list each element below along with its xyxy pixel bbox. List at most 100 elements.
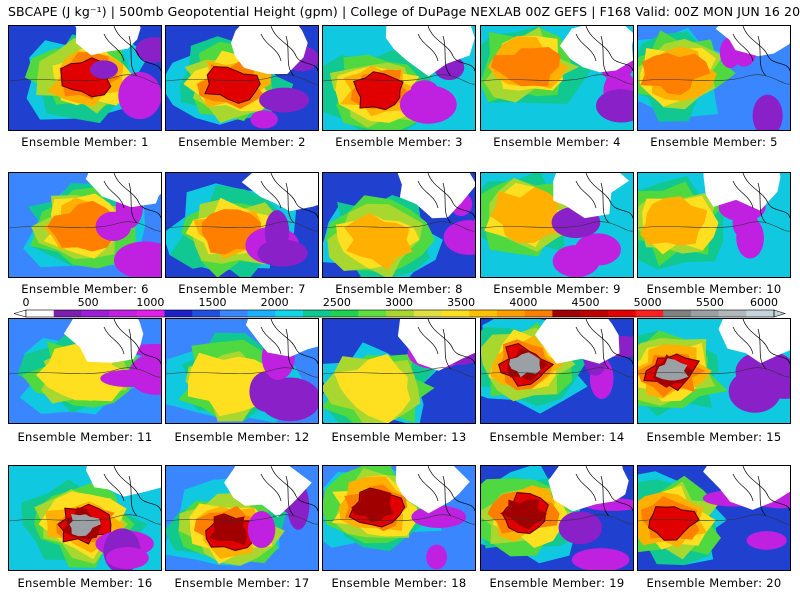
sbcape-field-map <box>481 319 633 423</box>
page-title: SBCAPE (J kg⁻¹) | 500mb Geopotential Hei… <box>8 4 800 19</box>
sbcape-field-map <box>481 173 633 277</box>
ensemble-member-label: Ensemble Member: 17 <box>174 576 310 590</box>
colorbar-swatch <box>136 310 166 317</box>
sbcape-field-map <box>166 319 318 423</box>
sbcape-field-map <box>638 26 790 130</box>
colorbar-tick-label: 1000 <box>136 296 165 309</box>
colorbar-swatch <box>496 310 526 317</box>
colorbar-tick-label: 5500 <box>695 296 724 309</box>
ensemble-member-panel <box>8 172 162 278</box>
colorbar-swatch <box>192 310 221 317</box>
sbcape-field-map <box>323 319 475 423</box>
ensemble-member-label: Ensemble Member: 3 <box>335 135 463 149</box>
ensemble-member-label: Ensemble Member: 20 <box>646 576 782 590</box>
colorbar-swatch <box>635 310 664 317</box>
ensemble-member-panel <box>480 172 634 278</box>
colorbar-swatch <box>386 310 415 317</box>
ensemble-member-label: Ensemble Member: 7 <box>178 282 306 296</box>
sbcape-field-map <box>9 466 161 570</box>
colorbar-swatch <box>469 310 498 317</box>
sbcape-field-map <box>9 26 161 130</box>
ensemble-member-label: Ensemble Member: 10 <box>646 282 782 296</box>
ensemble-member-panel <box>8 318 162 424</box>
colorbar-swatch <box>663 310 692 317</box>
ensemble-member-panel <box>322 25 476 131</box>
colorbar-swatch <box>746 310 775 317</box>
colorbar-swatch <box>247 310 276 317</box>
colorbar-swatch <box>524 310 553 317</box>
sbcape-field-map <box>481 466 633 570</box>
colorbar-swatch <box>580 310 609 317</box>
ensemble-member-panel <box>480 465 634 571</box>
sbcape-field-map <box>638 466 790 570</box>
ensemble-member-panel <box>637 25 791 131</box>
colorbar-swatch <box>413 310 443 317</box>
ensemble-member-label: Ensemble Member: 13 <box>331 430 467 444</box>
ensemble-member-panel <box>8 465 162 571</box>
colorbar-swatch <box>53 310 82 317</box>
ensemble-member-panel <box>322 172 476 278</box>
sbcape-field-map <box>323 173 475 277</box>
ensemble-member-panel <box>480 25 634 131</box>
ensemble-member-panel <box>322 318 476 424</box>
ensemble-member-label: Ensemble Member: 6 <box>21 282 149 296</box>
colorbar-tick-label: 3500 <box>447 296 476 309</box>
ensemble-member-label: Ensemble Member: 11 <box>17 430 153 444</box>
sbcape-field-map <box>481 26 633 130</box>
ensemble-member-panel <box>165 172 319 278</box>
sbcape-field-map <box>638 173 790 277</box>
colorbar-swatch <box>718 310 747 317</box>
colorbar-tick-label: 0 <box>22 296 30 309</box>
sbcape-field-map <box>638 319 790 423</box>
colorbar-swatch <box>275 310 304 317</box>
colorbar-swatch <box>303 310 332 317</box>
ensemble-member-label: Ensemble Member: 15 <box>646 430 782 444</box>
sbcape-field-map <box>166 26 318 130</box>
colorbar-swatch <box>164 310 193 317</box>
ensemble-member-panel <box>165 318 319 424</box>
ensemble-member-label: Ensemble Member: 5 <box>650 135 778 149</box>
colorbar-tick-label: 2000 <box>260 296 289 309</box>
sbcape-field-map <box>166 466 318 570</box>
sbcape-field-map <box>9 319 161 423</box>
colorbar-swatch <box>109 310 138 317</box>
ensemble-member-panel <box>8 25 162 131</box>
colorbar-tick-label: 3000 <box>385 296 413 309</box>
ensemble-member-label: Ensemble Member: 12 <box>174 430 310 444</box>
colorbar-tick-label: 2500 <box>322 296 351 309</box>
ensemble-member-panel <box>165 465 319 571</box>
ensemble-member-label: Ensemble Member: 2 <box>178 135 306 149</box>
ensemble-member-panel <box>637 318 791 424</box>
colorbar-swatch <box>690 310 720 317</box>
ensemble-member-label: Ensemble Member: 16 <box>17 576 153 590</box>
ensemble-member-label: Ensemble Member: 19 <box>489 576 625 590</box>
colorbar-swatch <box>441 310 470 317</box>
colorbar <box>14 309 786 318</box>
sbcape-field-map <box>323 466 475 570</box>
colorbar-swatch <box>219 310 249 317</box>
ensemble-member-label: Ensemble Member: 8 <box>335 282 463 296</box>
ensemble-member-panel <box>637 465 791 571</box>
colorbar-min-arrow <box>14 309 27 318</box>
ensemble-member-label: Ensemble Member: 4 <box>493 135 621 149</box>
ensemble-member-panel <box>480 318 634 424</box>
ensemble-member-label: Ensemble Member: 18 <box>331 576 467 590</box>
ensemble-member-panel <box>322 465 476 571</box>
colorbar-swatch <box>358 310 387 317</box>
ensemble-member-panel <box>637 172 791 278</box>
colorbar-swatch <box>26 310 55 317</box>
colorbar-swatch <box>552 310 581 317</box>
colorbar-tick-label: 500 <box>77 296 99 309</box>
colorbar-tick-label: 4000 <box>509 296 538 309</box>
colorbar-swatch <box>81 310 110 317</box>
sbcape-field-map <box>323 26 475 130</box>
colorbar-tick-label: 6000 <box>750 296 778 309</box>
ensemble-member-label: Ensemble Member: 9 <box>493 282 621 296</box>
colorbar-tick-label: 5000 <box>633 296 662 309</box>
colorbar-swatch <box>607 310 636 317</box>
colorbar-tick-label: 1500 <box>198 296 227 309</box>
ensemble-member-label: Ensemble Member: 14 <box>489 430 625 444</box>
sbcape-field-map <box>166 173 318 277</box>
colorbar-tick-label: 4500 <box>571 296 600 309</box>
colorbar-swatch <box>330 310 359 317</box>
